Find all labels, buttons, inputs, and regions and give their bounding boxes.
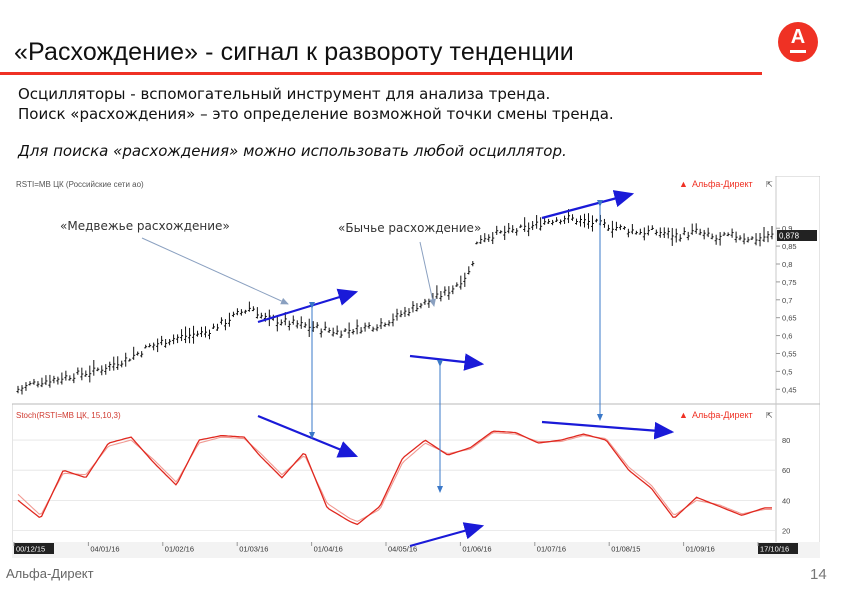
- osc-main-line: [17, 430, 772, 526]
- price-tick-label: 0,5: [782, 367, 792, 376]
- x-edge-date-bg: [14, 543, 54, 554]
- page-number: 14: [810, 566, 827, 583]
- bearish-price-trend-arrow: [257, 288, 359, 324]
- bearish-osc-trend-arrow: [257, 414, 359, 458]
- x-tick-label: 01/09/16: [686, 545, 715, 554]
- intro-line-1: Осцилляторы - вспомогательный инструмент…: [18, 85, 551, 103]
- intro-text: Осцилляторы - вспомогательный инструмент…: [18, 84, 614, 124]
- x-tick-label: 17/10/16: [760, 545, 789, 554]
- last-value-badge: [777, 230, 817, 241]
- price-tick-label: 0,6: [782, 332, 792, 341]
- price-tick-label: 0,65: [782, 314, 797, 323]
- price-brand-icon: ▲: [679, 179, 688, 189]
- osc-y-axis: 80 60 40 20: [12, 436, 790, 535]
- price-panel: [12, 176, 776, 404]
- osc-expand-icon[interactable]: ⇱: [766, 411, 773, 420]
- logo-letter: A: [790, 26, 806, 48]
- price-tick-label: 0,9: [782, 224, 792, 233]
- peak-price-trend-arrow: [541, 190, 635, 220]
- bearish-divergence-label: «Медвежье расхождение»: [60, 219, 230, 233]
- price-tick-label: 0,55: [782, 349, 797, 358]
- price-chart-title: RSTI=MB ЦК (Российские сети ао): [16, 180, 144, 189]
- last-value-label: 0,878: [779, 232, 800, 241]
- price-brand-label: Альфа-Директ: [692, 179, 753, 189]
- bullish-label-pointer: [419, 241, 436, 307]
- price-series: [16, 209, 774, 395]
- price-tick-label: 0,8: [782, 260, 792, 269]
- bullish-osc-trend-arrow: [409, 522, 485, 548]
- title-underline: [0, 72, 762, 75]
- osc-brand-icon: ▲: [679, 410, 688, 420]
- x-tick-label: 00/12/15: [16, 545, 45, 554]
- x-tick-label: 04/05/16: [388, 545, 417, 554]
- peak-osc-trend-arrow: [541, 420, 675, 440]
- price-tick-label: 0,45: [782, 385, 797, 394]
- oscillator-note: Для поиска «расхождения» можно использов…: [18, 142, 567, 160]
- x-tick-label: 01/03/16: [239, 545, 268, 554]
- price-tick-label: 0,85: [782, 242, 797, 251]
- intro-line-2: Поиск «расхождения» – это определение во…: [18, 105, 614, 123]
- x-tick-label: 01/07/16: [537, 545, 566, 554]
- osc-series: [17, 430, 772, 526]
- x-tick-label: 01/06/16: [462, 545, 491, 554]
- price-tick-label: 0,7: [782, 296, 792, 305]
- osc-tick-label: 20: [782, 526, 790, 535]
- price-tick-label: 0,75: [782, 278, 797, 287]
- osc-chart-title: Stoch(RSTI=MB ЦК, 15,10,3): [16, 411, 121, 420]
- x-tick-label: 01/02/16: [165, 545, 194, 554]
- bullish-divergence-label: «Бычье расхождение»: [338, 221, 481, 235]
- slide-title: «Расхождение» - сигнал к развороту тенде…: [14, 38, 574, 66]
- divergence-chart: 0,9 0,85 0,8 0,75 0,7 0,65 0,6 0,55 0,5 0,45 80 60…: [12, 176, 820, 558]
- alfa-logo-icon: A: [778, 22, 818, 62]
- osc-brand-label: Альфа-Директ: [692, 410, 753, 420]
- osc-tick-label: 60: [782, 466, 790, 475]
- osc-tick-label: 40: [782, 496, 790, 505]
- osc-tick-label: 80: [782, 436, 790, 445]
- bearish-label-pointer: [141, 237, 289, 305]
- x-axis: 00/12/15 04/01/16 01/02/16 01/03/16 01/04/16…: [12, 542, 820, 558]
- x-axis-band: [12, 542, 820, 558]
- bullish-price-trend-arrow: [409, 353, 485, 371]
- x-edge-date-bg: [758, 543, 798, 554]
- price-expand-icon[interactable]: ⇱: [766, 180, 773, 189]
- x-tick-label: 01/04/16: [314, 545, 343, 554]
- x-tick-label: 04/01/16: [90, 545, 119, 554]
- footer-brand: Альфа-Директ: [6, 566, 94, 581]
- x-tick-label: 01/08/15: [611, 545, 640, 554]
- logo-bar: [790, 50, 806, 53]
- price-brand-watermark: ▲ Альфа-Директ: [679, 179, 753, 189]
- osc-brand-watermark: ▲ Альфа-Директ: [679, 410, 753, 420]
- price-y-axis: 0,9 0,85 0,8 0,75 0,7 0,65 0,6 0,55 0,5 0,45: [776, 224, 797, 394]
